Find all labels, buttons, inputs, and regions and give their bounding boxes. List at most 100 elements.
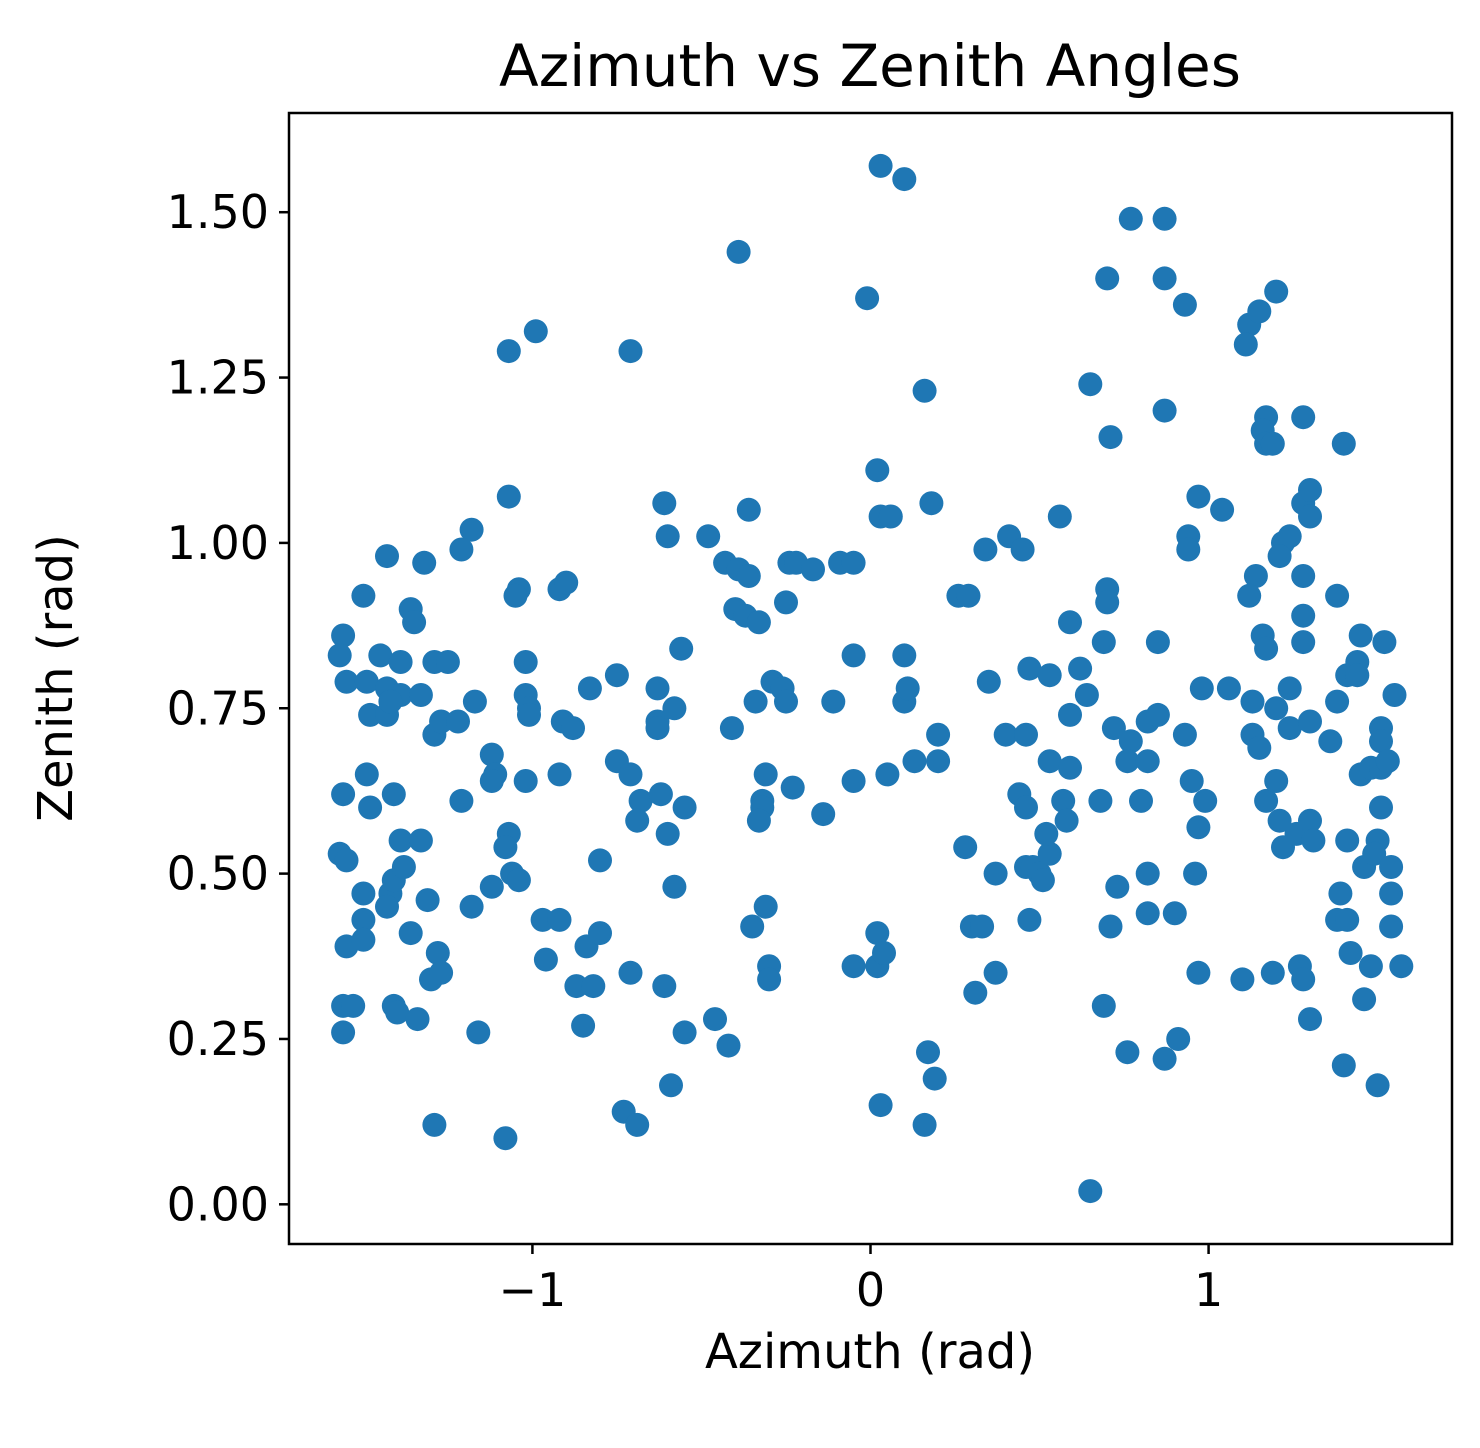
data-point: [1277, 676, 1302, 701]
data-point: [1030, 868, 1055, 893]
data-point: [1135, 901, 1160, 926]
data-point: [736, 564, 761, 588]
data-point: [1014, 722, 1038, 747]
data-point: [1379, 881, 1404, 906]
data-point: [1335, 907, 1360, 932]
y-tick-label: 0.25: [167, 1012, 269, 1066]
data-point: [865, 921, 890, 946]
data-point: [662, 696, 687, 721]
data-point: [391, 855, 416, 879]
data-point: [604, 663, 629, 688]
data-point: [1179, 769, 1204, 793]
data-point: [1115, 749, 1140, 774]
data-point: [1183, 861, 1208, 886]
data-point: [1233, 332, 1258, 357]
data-point: [780, 775, 805, 800]
data-point: [1247, 299, 1272, 324]
data-point: [1298, 478, 1322, 502]
data-point: [1291, 630, 1316, 655]
data-point: [902, 749, 927, 774]
data-point: [655, 524, 680, 549]
data-point: [1260, 431, 1285, 456]
y-axis-ticks: 0.00 0.25 0.50 0.75 1.00 1.25 1.50: [167, 185, 289, 1231]
data-point: [1382, 683, 1407, 707]
data-point: [334, 669, 359, 694]
y-tick-label: 0.75: [167, 681, 269, 735]
data-point: [1325, 583, 1350, 608]
data-point: [983, 960, 1008, 985]
data-point: [449, 788, 474, 813]
data-point: [973, 537, 998, 562]
data-point: [503, 583, 528, 608]
data-point: [513, 650, 538, 674]
data-point: [1074, 683, 1099, 707]
data-point: [1017, 656, 1042, 681]
data-point: [1162, 901, 1187, 926]
data-point: [496, 339, 521, 364]
data-point: [435, 650, 460, 674]
data-point: [388, 650, 413, 674]
data-point: [1186, 960, 1211, 985]
data-point: [446, 709, 470, 734]
data-point: [1298, 808, 1322, 833]
data-point: [1247, 735, 1272, 760]
data-point: [719, 716, 744, 741]
data-point: [743, 689, 768, 714]
data-point: [912, 1112, 937, 1137]
data-point: [1379, 855, 1404, 879]
data-point: [1129, 788, 1153, 813]
data-point: [1172, 292, 1197, 317]
y-tick-label: 1.25: [167, 351, 269, 405]
data-point: [1237, 583, 1262, 608]
data-point: [1152, 266, 1177, 291]
data-point: [449, 537, 474, 562]
data-point: [1054, 808, 1079, 833]
data-point: [726, 239, 751, 264]
data-point: [354, 669, 379, 694]
data-point: [652, 974, 677, 999]
data-point: [1186, 484, 1211, 509]
data-point: [1058, 610, 1082, 635]
data-point: [1176, 537, 1201, 562]
data-point: [652, 491, 677, 516]
data-point: [530, 907, 555, 932]
data-point: [1051, 788, 1076, 813]
data-point: [1291, 967, 1316, 992]
data-point: [618, 339, 643, 364]
data-point: [1078, 372, 1103, 397]
data-point: [351, 583, 376, 608]
data-point: [841, 954, 866, 979]
data-point: [878, 504, 903, 529]
y-tick-label: 1.50: [167, 185, 269, 239]
data-point: [1037, 841, 1062, 866]
data-point: [402, 610, 427, 635]
data-point: [1058, 755, 1082, 780]
data-point: [672, 1020, 697, 1045]
data-point: [976, 669, 1001, 694]
data-point: [459, 517, 484, 542]
data-point: [1240, 689, 1265, 714]
data-point: [1088, 788, 1113, 813]
data-point: [1105, 874, 1130, 899]
data-point: [1115, 1040, 1140, 1065]
data-point: [351, 881, 376, 906]
data-point: [533, 947, 558, 972]
data-point: [625, 1112, 650, 1137]
data-point: [429, 960, 454, 985]
data-point: [1264, 279, 1289, 304]
data-point: [1098, 425, 1123, 450]
data-point: [1101, 716, 1126, 741]
data-point: [1331, 1053, 1356, 1078]
data-point: [1291, 564, 1316, 588]
data-point: [1058, 702, 1082, 727]
y-tick-label: 0.00: [167, 1177, 269, 1231]
data-point: [716, 1033, 741, 1058]
data-point: [1186, 815, 1211, 840]
data-point: [1210, 497, 1235, 522]
data-point: [493, 835, 518, 860]
data-point: [1193, 788, 1218, 813]
data-point: [358, 702, 383, 727]
data-point: [1091, 630, 1116, 655]
data-point: [466, 1020, 491, 1045]
data-point: [1325, 689, 1350, 714]
